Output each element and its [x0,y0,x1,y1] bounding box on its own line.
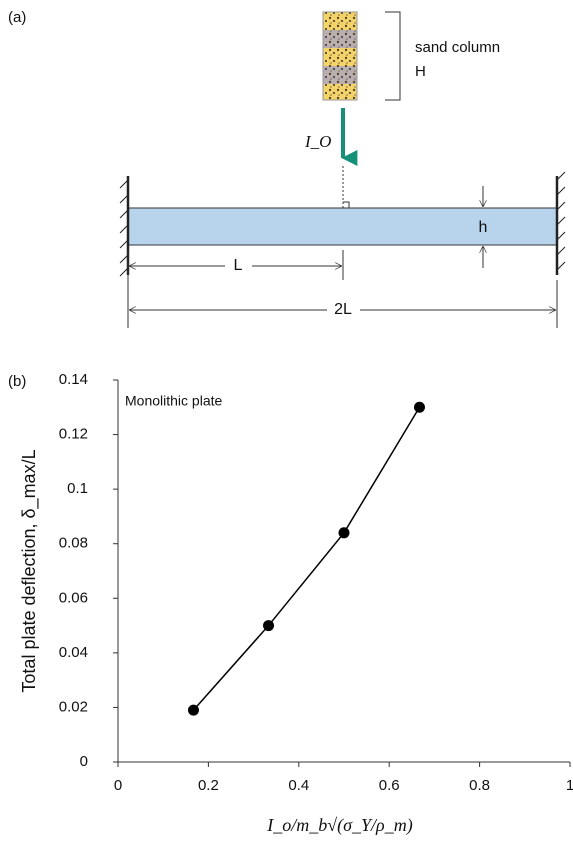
data-point [263,620,275,632]
panel-label: (b) [8,373,26,390]
sand-label: sand column [415,39,500,56]
height-bracket [385,11,401,101]
y-axis-title: Total plate deflection, δ_max/L [19,449,40,692]
x-tick-label: 0.4 [288,777,309,794]
data-point [338,527,350,539]
height-label: H [415,63,426,80]
data-line [192,406,421,711]
panel-label: (a) [8,9,26,26]
y-tick-label: 0.1 [67,480,88,497]
x-tick-label: 0 [114,777,122,794]
y-tick-label: 0.02 [59,698,88,715]
wall-right [555,171,566,275]
y-tick-label: 0.06 [59,589,88,606]
wall-left [119,176,130,277]
data-point [187,704,199,716]
plate [127,207,558,246]
thickness-label: h [479,219,488,236]
y-tick-label: 0.12 [59,426,88,443]
x-tick-label: 0.2 [198,777,219,794]
y-tick-label: 0 [80,753,88,770]
diagram: (a) sand column H I_O h L [8,9,566,390]
y-tick-label: 0.14 [59,371,88,388]
chart: Monolithic plate Total plate deflection,… [19,371,573,836]
x-tick-label: 1 [566,777,573,794]
sand-column [322,11,358,101]
x-axis-title: I_o/m_b√(σ_Y/ρ_m) [266,815,412,836]
right-angle [343,201,350,208]
x-tick-label: 0.8 [469,777,490,794]
y-tick-label: 0.08 [59,535,88,552]
half-span-label: L [234,257,243,274]
annotation: Monolithic plate [125,393,222,409]
data-point [413,401,425,413]
y-tick-label: 0.04 [59,644,88,661]
x-tick-label: 0.6 [379,777,400,794]
impulse-label: I_O [304,132,331,151]
span-label: 2L [334,301,352,318]
